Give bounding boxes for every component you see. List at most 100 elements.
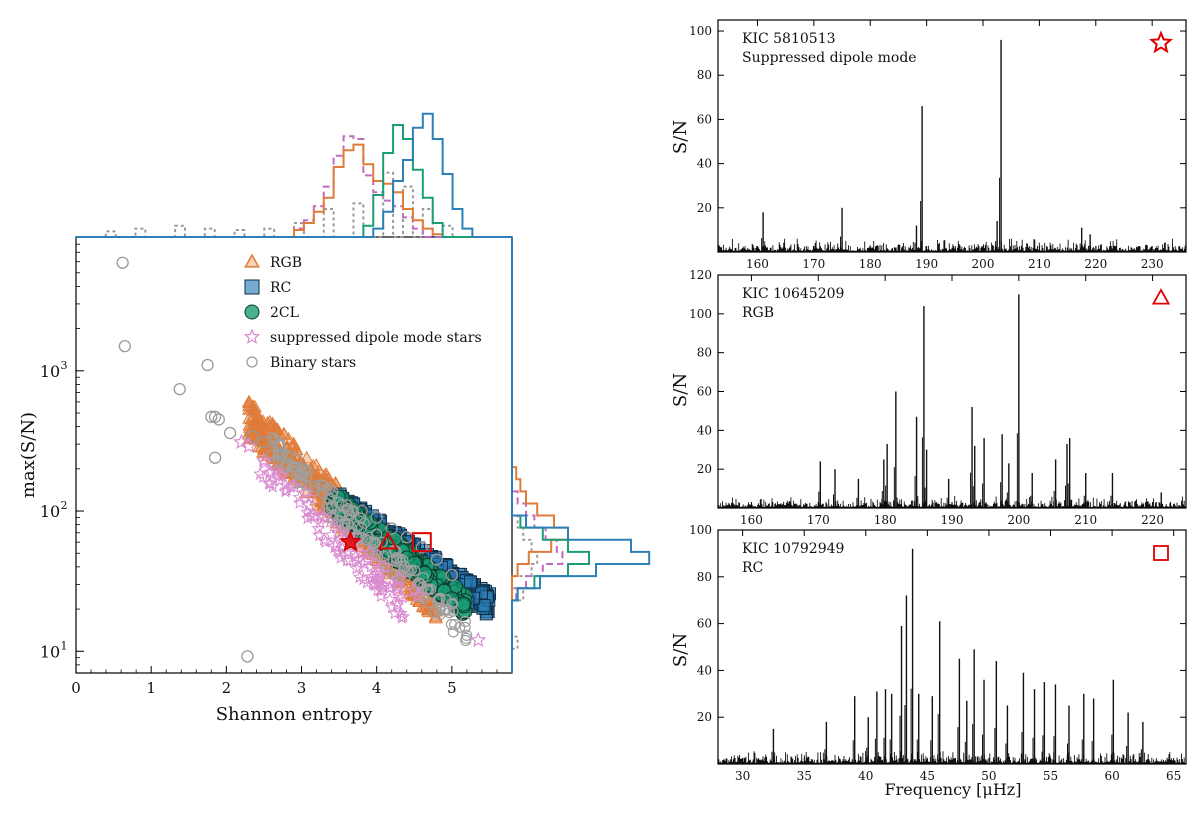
- y-tick-exp: 3: [61, 359, 68, 372]
- y-tick-exp: 2: [61, 499, 68, 512]
- binary-point: [336, 510, 348, 522]
- suppressed-point: [373, 575, 388, 590]
- suppressed-point: [315, 508, 333, 525]
- suppressed-point: [409, 586, 427, 603]
- suppressed-point: [330, 543, 345, 557]
- binary-point: [409, 565, 421, 577]
- binary-point: [116, 256, 129, 269]
- spectrum-subtitle-1: RGB: [742, 305, 774, 321]
- y-tick-label: 10: [40, 362, 60, 381]
- spectrum-triangle-marker: [1151, 288, 1171, 305]
- histogram-step: [511, 237, 651, 673]
- binary-point: [445, 568, 459, 582]
- highlight-triangle-marker: [377, 531, 399, 550]
- binary-point: [326, 511, 338, 523]
- suppressed-point: [393, 606, 408, 620]
- x-tick-label: 5: [447, 679, 457, 697]
- spectrum-y-tick-label: 60: [697, 617, 712, 631]
- suppressed-point: [233, 433, 250, 450]
- scatter-x-ticks: 0 1 2 3 4 5: [71, 666, 498, 697]
- spectrum-y-tick-label: 120: [689, 268, 712, 282]
- spectrum-x-tick-label: 40: [858, 769, 873, 783]
- legend-label: RC: [270, 280, 291, 296]
- suppressed-point: [318, 534, 333, 548]
- suppressed-point: [270, 466, 288, 483]
- spectrum-x-tick-label: 30: [735, 769, 750, 783]
- binary-point: [430, 553, 443, 566]
- binary-point: [208, 451, 222, 464]
- spectrum-title-2: KIC 10792949: [742, 541, 844, 557]
- spectrum-x-tick-label: 230: [1141, 257, 1164, 271]
- scatter-points: [116, 256, 487, 663]
- suppressed-point: [303, 508, 318, 522]
- binary-point: [439, 603, 451, 616]
- spectrum-x-tick-label: 200: [1007, 513, 1030, 527]
- spectrum-y-tick-label: 40: [697, 663, 712, 677]
- binary-point: [449, 618, 461, 631]
- spectrum-x-tick-label: 35: [797, 769, 812, 783]
- binary-point: [447, 626, 459, 638]
- y-tick-exp: 1: [61, 639, 68, 652]
- suppressed-point: [396, 609, 411, 623]
- histogram-step: [76, 143, 512, 238]
- suppressed-point: [278, 484, 293, 498]
- suppressed-point: [406, 582, 423, 598]
- histogram-step: [76, 112, 512, 238]
- spectrum-x-tick-label: 170: [802, 257, 825, 271]
- suppressed-point: [329, 536, 344, 550]
- binary-point: [246, 430, 259, 443]
- highlight-star-marker: [339, 530, 362, 552]
- suppressed-point: [311, 521, 326, 535]
- binary-point: [201, 358, 214, 372]
- suppressed-point: [391, 570, 408, 586]
- spectrum-subtitle-0: Suppressed dipole mode: [742, 50, 917, 66]
- suppressed-point: [330, 524, 348, 540]
- suppressed-point: [265, 479, 280, 493]
- spectrum-y-label-2: S/N: [670, 633, 691, 667]
- y-tick-label: 10: [40, 502, 60, 521]
- suppressed-point: [364, 569, 379, 583]
- suppressed-point: [300, 496, 318, 513]
- binary-point: [370, 511, 383, 524]
- binary-point: [296, 477, 308, 489]
- spectrum-frame: [717, 274, 1187, 509]
- binary-point: [295, 462, 308, 475]
- binary-point: [459, 615, 471, 628]
- histogram-step: [76, 124, 512, 238]
- spectrum-x-tick-label: 190: [941, 513, 964, 527]
- binary-point: [352, 520, 364, 532]
- spectrum-x-tick-label: 60: [1104, 769, 1119, 783]
- spectrum-star-marker: [1149, 30, 1173, 54]
- x-tick-label: 3: [297, 679, 307, 697]
- suppressed-point: [264, 464, 278, 478]
- legend-label: 2CL: [270, 305, 299, 321]
- highlight-square-marker: [411, 532, 432, 553]
- spectrum-y-tick-label: 80: [697, 68, 712, 82]
- spectrum-x-tick-label: 160: [740, 513, 763, 527]
- binary-point: [173, 383, 186, 396]
- suppressed-point: [469, 631, 487, 648]
- binary-point: [461, 629, 473, 641]
- spectrum-panel-kic-10792949: 30 35 40 45 50 55 60 65 20 40 60 80 100: [689, 523, 1187, 783]
- binary-point: [415, 541, 428, 554]
- binary-point: [354, 512, 366, 524]
- spectrum-x-tick-label: 160: [746, 257, 769, 271]
- sn-histogram: [511, 237, 651, 673]
- legend-marker-rc: [244, 279, 260, 295]
- binary-point: [405, 564, 417, 576]
- spectrum-noise: [717, 238, 1186, 252]
- spectrum-x-tick-label: 50: [981, 769, 996, 783]
- spectrum-y-tick-label: 80: [697, 570, 712, 584]
- rgb-point: [254, 419, 269, 433]
- suppressed-point: [360, 544, 378, 561]
- histogram-step: [511, 237, 564, 673]
- suppressed-point: [394, 610, 409, 624]
- binary-point: [336, 499, 348, 511]
- suppressed-point: [391, 589, 406, 603]
- spectrum-y-tick-label: 60: [697, 385, 712, 399]
- legend-marker-binary: [246, 356, 258, 368]
- spectrum-x-tick-label: 220: [1141, 513, 1164, 527]
- legend-marker-2cl: [244, 304, 260, 320]
- legend-label: RGB: [270, 255, 302, 271]
